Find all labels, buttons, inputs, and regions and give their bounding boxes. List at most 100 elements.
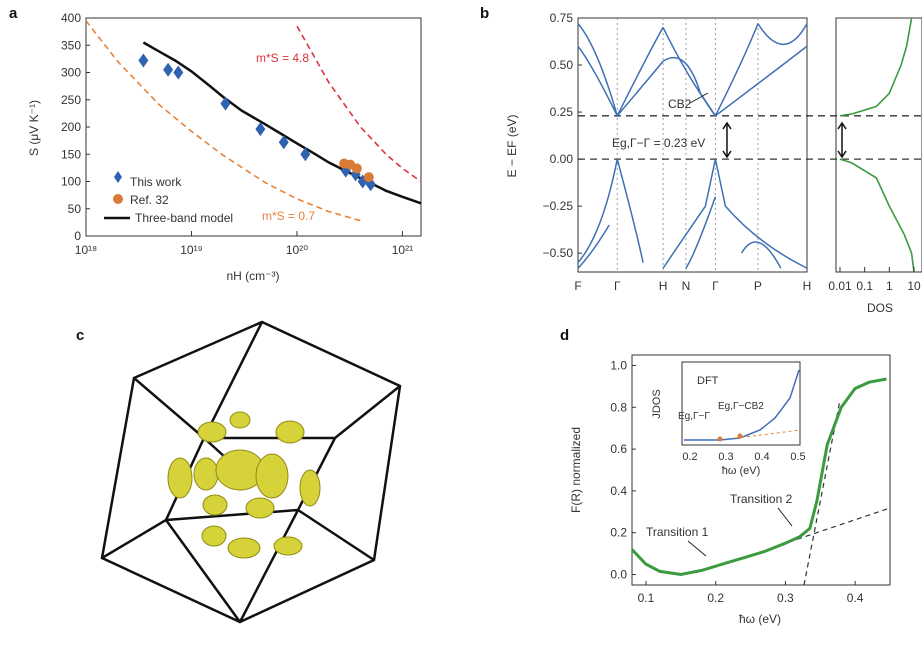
panel-a-seebeck-plot: 0 50 100 150 200 250 300 350 400 10¹⁸ 10¹⁹ 10²⁰ 10²… (27, 11, 422, 283)
transition-1-label: Transition 1 (646, 525, 709, 539)
a-point-ref32 (351, 163, 362, 174)
panel-b-band-lines (577, 23, 808, 269)
inset-xtick-label: 0.3 (718, 451, 733, 463)
inset-y-axis-label: JDOS (651, 389, 663, 418)
cb2-label: CB2 (668, 97, 692, 111)
legend-label-this-work: This work (130, 175, 182, 189)
inset-xtick-label: 0.5 (790, 451, 805, 463)
d-xtick-label: 0.4 (847, 591, 864, 605)
panel-d-frame (631, 354, 891, 586)
b-k-label: Γ (712, 279, 719, 293)
dos-xtick-label: 0.1 (856, 279, 873, 293)
b-band-line (662, 158, 808, 269)
panel-d-y-axis-label: F(R) normalized (569, 427, 583, 513)
gap-label: Eg,Γ−Γ = 0.23 eV (612, 136, 705, 150)
legend-label-three-band: Three-band model (135, 211, 233, 225)
dos-valence-curve (839, 158, 915, 273)
a-xtick-label: 10²¹ (392, 243, 413, 257)
b-ytick-label: −0.25 (543, 199, 574, 213)
legend-label-ref32: Ref. 32 (130, 193, 169, 207)
fermi-surface-pockets (167, 411, 321, 559)
b-ytick-label: 0.50 (550, 58, 574, 72)
b-band-line (685, 196, 717, 269)
legend-marker-ref32 (113, 194, 123, 204)
b-ytick-label: −0.50 (543, 246, 574, 260)
panel-letter-b: b (480, 5, 489, 22)
panel-b-bands-frame (577, 17, 808, 273)
b-k-label: P (754, 279, 762, 293)
panel-d-absorption: 0.0 0.2 0.4 0.6 0.8 1.0 0.1 0.2 0.3 0.4 F(R) norm… (569, 354, 891, 626)
b-ytick-label: 0.25 (550, 105, 574, 119)
d-ytick-label: 0.8 (610, 400, 627, 414)
inset-fit-line (734, 429, 800, 439)
a-ytick-label: 200 (61, 120, 81, 134)
b-k-label: H (803, 279, 812, 293)
panel-letter-d: d (560, 327, 569, 344)
panel-b-y-ticks: 0.75 0.50 0.25 0.00 −0.25 −0.50 (543, 11, 582, 260)
dos-conduction-curve (839, 17, 913, 117)
dos-xtick-label: 1 (886, 279, 893, 293)
panel-b-y-axis-label: E − EF (eV) (505, 114, 519, 177)
annotation-ms-0-7: m*S = 0.7 (262, 209, 315, 223)
a-xtick-label: 10¹⁹ (180, 243, 202, 257)
panel-b-dos-curve (839, 17, 915, 273)
legend-marker-this-work (114, 171, 122, 183)
a-ytick-label: 400 (61, 11, 81, 25)
a-point-this-work (138, 53, 149, 68)
a-series-m-s-4-8 (296, 25, 422, 183)
panel-a-legend: This work Ref. 32 Three-band model (104, 171, 233, 225)
a-series-m-s-0-7 (85, 20, 361, 222)
a-ytick-label: 300 (61, 66, 81, 80)
a-ytick-label: 100 (61, 175, 81, 189)
panel-c-fermi-surface (100, 320, 402, 624)
d-ytick-label: 0.0 (610, 568, 627, 582)
b-band-line (577, 224, 610, 269)
b-k-label: F (574, 279, 581, 293)
panel-d-ticks: 0.0 0.2 0.4 0.6 0.8 1.0 0.1 0.2 0.3 0.4 (610, 358, 863, 605)
dos-gap-arrow-heads (837, 121, 847, 159)
b-band-line (757, 23, 808, 45)
b-k-label: N (682, 279, 691, 293)
transition-2-label: Transition 2 (730, 492, 793, 506)
panel-d-x-axis-label: ħω (eV) (739, 612, 781, 626)
a-ytick-label: 350 (61, 38, 81, 52)
d-xtick-label: 0.1 (638, 591, 655, 605)
inset-xtick-label: 0.4 (754, 451, 769, 463)
d-ytick-label: 0.6 (610, 442, 627, 456)
dos-xtick-label: 10 (907, 279, 921, 293)
inset-xtick-label: 0.2 (682, 451, 697, 463)
panel-b-k-gridlines (578, 18, 922, 272)
a-point-this-work (173, 65, 184, 80)
panel-a-y-ticks: 0 50 100 150 200 250 300 350 400 (61, 11, 90, 243)
d-ytick-label: 0.4 (610, 484, 627, 498)
panel-b-dos-x-axis-label: DOS (867, 301, 893, 315)
a-point-this-work (255, 122, 266, 137)
a-point-this-work (300, 147, 311, 162)
a-xtick-label: 10²⁰ (286, 243, 308, 257)
panel-a-y-axis-label: S (μV K⁻¹) (27, 100, 41, 156)
b-band-line (714, 45, 808, 117)
a-point-this-work (220, 96, 231, 111)
b-band-line (740, 241, 782, 269)
inset-frame (681, 361, 801, 446)
b-ytick-label: 0.75 (550, 11, 574, 25)
b-ytick-label: 0.00 (550, 152, 574, 166)
inset-marker-gamma-cb2 (737, 433, 743, 439)
inset-x-ticks: 0.2 0.3 0.4 0.5 (682, 451, 805, 463)
panel-a-points (138, 53, 376, 192)
panel-a-x-ticks: 10¹⁸ 10¹⁹ 10²⁰ 10²¹ (75, 231, 413, 257)
a-series-three-band-model (142, 41, 422, 205)
annotation-ms-4-8: m*S = 4.8 (256, 51, 309, 65)
a-ytick-label: 0 (74, 229, 81, 243)
panel-letter-a: a (9, 5, 18, 22)
inset-label-gamma-gamma: Eg,Γ−Γ (678, 411, 710, 422)
panel-b-dos-frame (835, 17, 922, 273)
transition-1-pointer (687, 540, 707, 557)
b-band-line (577, 23, 664, 118)
b-band-line (577, 27, 664, 118)
dos-xtick-label: 0.01 (828, 279, 852, 293)
a-ytick-label: 150 (61, 147, 81, 161)
a-ytick-label: 250 (61, 93, 81, 107)
